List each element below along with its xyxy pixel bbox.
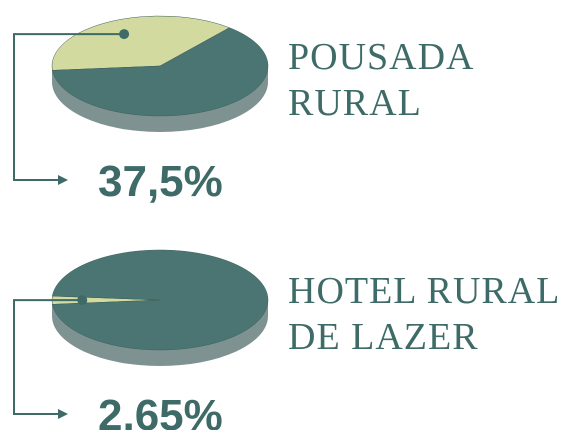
- arrow-head: [58, 175, 68, 185]
- arrow-head: [58, 409, 68, 419]
- leader-dot: [119, 29, 130, 40]
- pie-slice: [51, 15, 231, 71]
- value-label: 2,65%: [98, 391, 223, 430]
- leader-line: [13, 299, 83, 415]
- chart-title: POUSADA RURAL: [288, 36, 473, 124]
- pie-slice: [52, 249, 269, 351]
- chart-title: HOTEL RURAL DE LAZER: [288, 270, 559, 358]
- pie-slice: [52, 27, 269, 117]
- leader-dot: [77, 295, 88, 306]
- leader-line: [13, 33, 125, 181]
- value-label: 37,5%: [98, 157, 223, 206]
